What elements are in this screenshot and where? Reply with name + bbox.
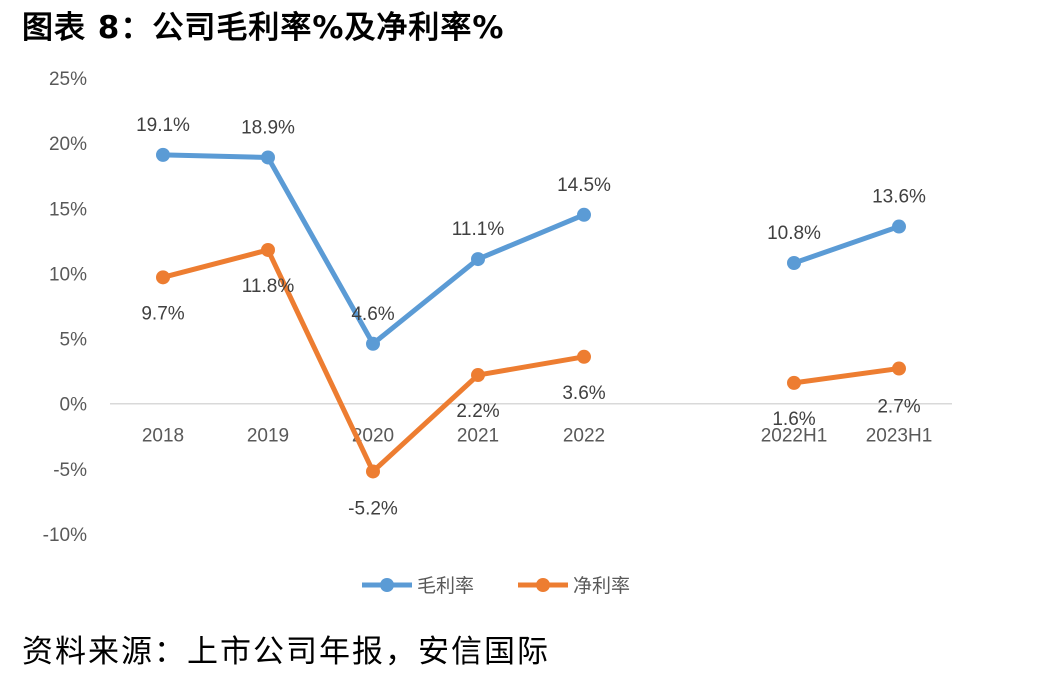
data-label: 1.6% [772, 409, 815, 430]
data-label: 11.1% [452, 219, 505, 240]
x-tick-label: 2023H1 [866, 426, 933, 447]
x-tick-label: 2022H1 [761, 426, 828, 447]
data-label: 18.9% [241, 117, 295, 138]
data-label: 4.6% [351, 304, 394, 325]
y-axis-ticks: 25% 20% 15% 10% 5% 0% -5% -10% [43, 69, 87, 546]
data-label: 10.8% [767, 223, 821, 244]
data-label: -5.2% [348, 498, 398, 519]
legend-marker [380, 578, 394, 592]
legend: 毛利率 净利率 [362, 575, 630, 597]
chart-title: 图表 8：公司毛利率%及净利率% [22, 10, 505, 46]
data-label: 2.2% [456, 401, 499, 422]
series-line [791, 224, 902, 266]
x-tick-label: 2022 [563, 426, 605, 447]
source-note: 资料来源：上市公司年报，安信国际 [22, 634, 550, 670]
data-point [471, 252, 485, 267]
data-point [366, 464, 380, 479]
legend-marker [536, 578, 550, 592]
data-point [787, 256, 801, 271]
data-label: 2.7% [877, 397, 920, 418]
legend-label: 净利率 [573, 575, 630, 597]
data-point [366, 336, 380, 351]
data-point [787, 375, 801, 390]
data-label: 19.1% [136, 115, 190, 136]
data-point [156, 270, 170, 285]
y-tick-label: 15% [49, 199, 87, 220]
x-axis-ticks: 2018 2019 2020 2021 2022 2022H1 2023H1 [142, 426, 932, 447]
x-tick-label: 2018 [142, 426, 184, 447]
y-tick-label: 25% [49, 69, 87, 90]
data-point [577, 349, 591, 364]
y-tick-label: 5% [60, 330, 88, 351]
data-labels: 19.1% 18.9% 4.6% 11.1% 14.5% 10.8% 13.6% 9.7% 11… [136, 115, 926, 520]
data-point [471, 368, 485, 383]
data-point [892, 361, 906, 376]
y-tick-label: 20% [49, 134, 87, 155]
data-point [156, 147, 170, 162]
data-label: 11.8% [242, 276, 295, 297]
series-line [791, 366, 902, 386]
data-point [577, 207, 591, 222]
data-label: 3.6% [562, 383, 605, 404]
data-point [261, 150, 275, 165]
data-label: 14.5% [557, 175, 611, 196]
data-label: 9.7% [141, 303, 184, 324]
series-points [156, 147, 906, 479]
y-tick-label: 10% [49, 264, 87, 285]
data-label: 13.6% [872, 187, 926, 208]
legend-label: 毛利率 [417, 575, 474, 597]
y-tick-label: -10% [43, 525, 87, 546]
x-tick-label: 2021 [457, 426, 499, 447]
data-point [892, 219, 906, 234]
x-tick-label: 2020 [352, 426, 394, 447]
x-tick-label: 2019 [247, 426, 289, 447]
data-point [261, 242, 275, 257]
y-tick-label: 0% [60, 395, 88, 416]
y-tick-label: -5% [53, 460, 87, 481]
